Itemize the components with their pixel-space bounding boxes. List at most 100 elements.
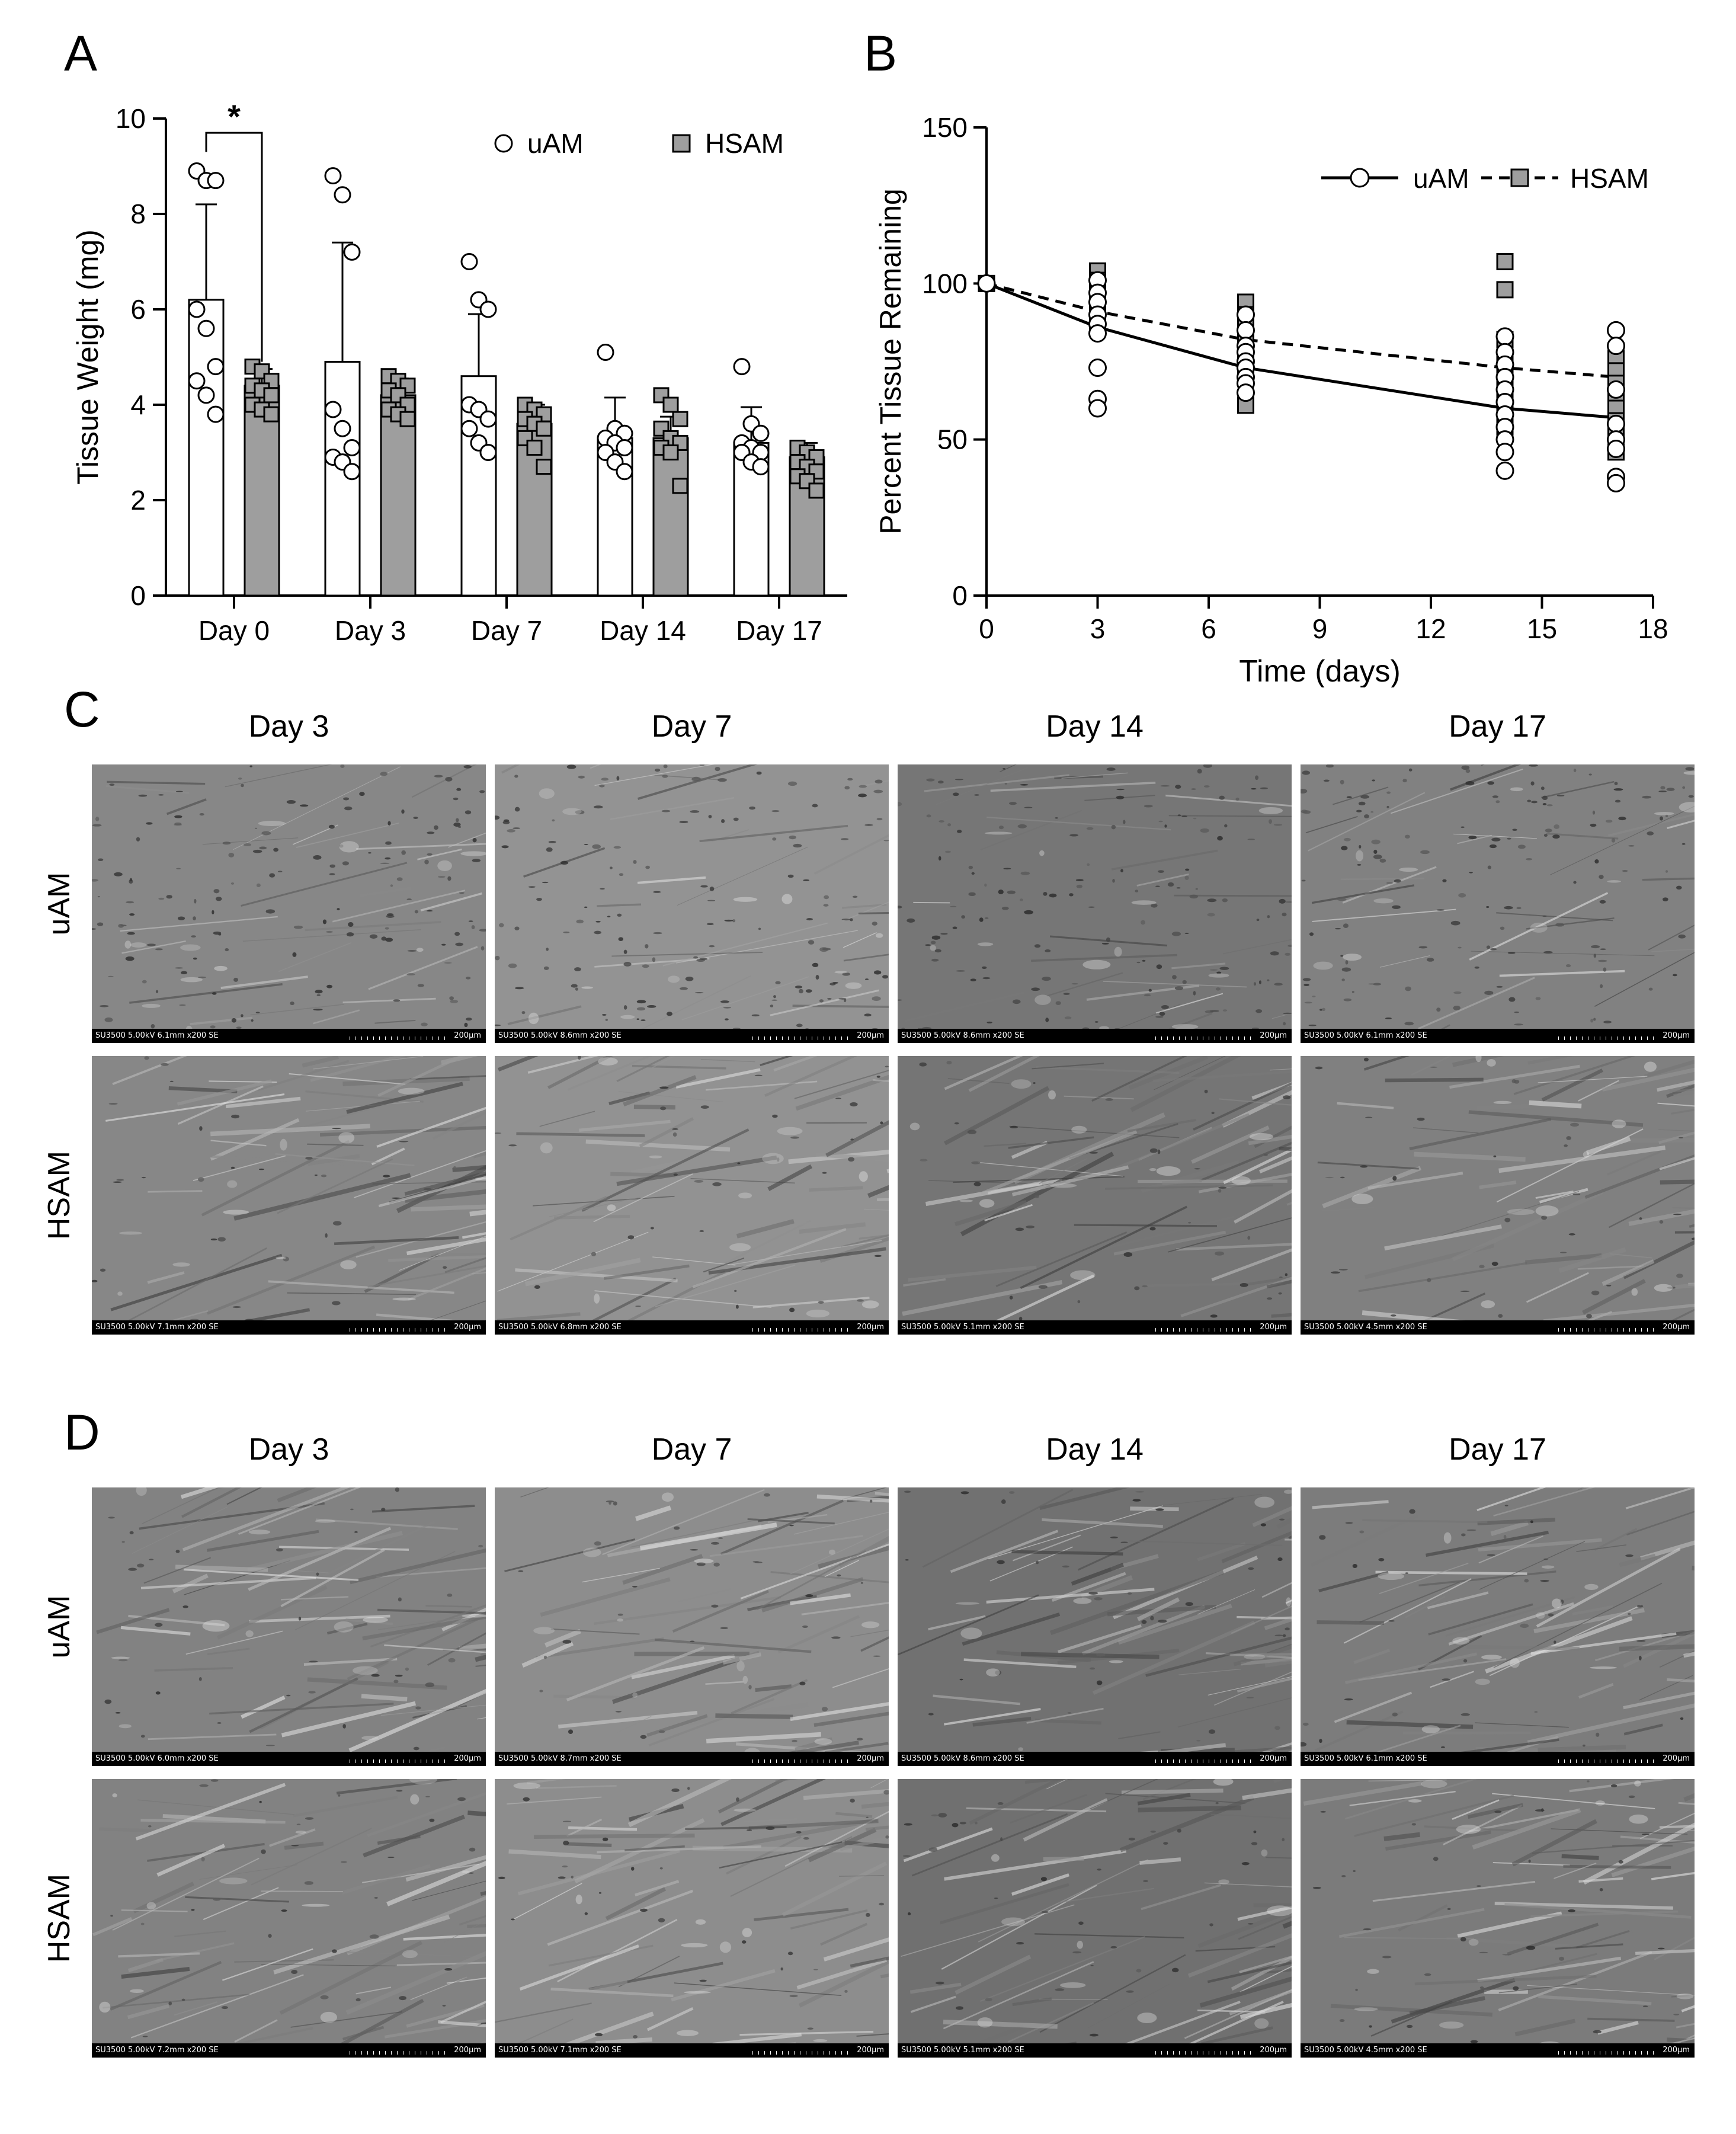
scale-bar-ticks bbox=[752, 1328, 853, 1332]
legend-label-uam: uAM bbox=[527, 128, 584, 159]
point-uam bbox=[1607, 414, 1625, 433]
scale-label: 200μm bbox=[1260, 1323, 1287, 1332]
sem-image: SU3500 5.00kV 6.1mm x200 SE 200μm bbox=[1301, 1487, 1695, 1766]
sem-image: SU3500 5.00kV 6.8mm x200 SE 200μm bbox=[495, 1056, 889, 1335]
sem-caption: SU3500 5.00kV 5.1mm x200 SE bbox=[901, 2046, 1024, 2055]
sem-info-bar: SU3500 5.00kV 5.1mm x200 SE 200μm bbox=[898, 2043, 1292, 2058]
x-tick-label-a: Day 7 bbox=[471, 615, 542, 646]
sem-image: SU3500 5.00kV 7.1mm x200 SE 200μm bbox=[92, 1056, 486, 1335]
point-uam bbox=[1237, 305, 1255, 324]
column-header-day-17: Day 17 bbox=[1449, 1432, 1546, 1467]
y-tick-label-a: 2 bbox=[130, 485, 146, 516]
scale-label: 200μm bbox=[857, 2046, 884, 2055]
significance-star: * bbox=[228, 98, 241, 135]
sem-info-bar: SU3500 5.00kV 4.5mm x200 SE 200μm bbox=[1301, 1320, 1695, 1335]
sem-caption: SU3500 5.00kV 8.6mm x200 SE bbox=[901, 1031, 1024, 1040]
point-uam bbox=[977, 274, 996, 293]
scale-bar-ticks bbox=[350, 1759, 450, 1763]
fit-line-uam bbox=[986, 282, 1616, 420]
point-uam bbox=[334, 186, 351, 204]
scale-label: 200μm bbox=[454, 1754, 481, 1763]
sem-image: SU3500 5.00kV 8.6mm x200 SE 200μm bbox=[898, 764, 1292, 1043]
point-uam bbox=[188, 300, 206, 318]
sem-image: SU3500 5.00kV 6.1mm x200 SE 200μm bbox=[92, 764, 486, 1043]
point-hsam bbox=[1496, 252, 1514, 270]
legend-marker-hsam bbox=[1510, 168, 1529, 187]
scale-bar-ticks bbox=[1155, 1328, 1256, 1332]
scale-label: 200μm bbox=[454, 1031, 481, 1040]
sem-image: SU3500 5.00kV 7.2mm x200 SE 200μm bbox=[92, 1779, 486, 2058]
panel-letter-d: D bbox=[64, 1404, 100, 1460]
y-axis-label-b: Percent Tissue Remaining bbox=[874, 188, 907, 535]
sem-image: SU3500 5.00kV 5.1mm x200 SE 200μm bbox=[898, 1779, 1292, 2058]
point-uam bbox=[334, 420, 351, 437]
point-uam bbox=[752, 424, 770, 442]
scale-label: 200μm bbox=[1260, 1754, 1287, 1763]
column-header-day-7: Day 7 bbox=[651, 1432, 732, 1467]
row-header-uam: uAM bbox=[42, 872, 76, 936]
bar-hsam bbox=[652, 437, 689, 597]
point-uam bbox=[1607, 321, 1625, 340]
scale-bar-ticks bbox=[350, 2051, 450, 2055]
column-header-day-3: Day 3 bbox=[248, 1432, 329, 1467]
point-uam bbox=[207, 358, 225, 376]
point-hsam bbox=[536, 420, 552, 437]
point-uam bbox=[460, 253, 478, 270]
legend-label-uam: uAM bbox=[1413, 163, 1469, 194]
sem-caption: SU3500 5.00kV 8.7mm x200 SE bbox=[498, 1754, 622, 1763]
sem-info-bar: SU3500 5.00kV 8.6mm x200 SE 200μm bbox=[495, 1029, 889, 1043]
sem-caption: SU3500 5.00kV 5.1mm x200 SE bbox=[901, 1323, 1024, 1332]
point-uam bbox=[324, 167, 342, 185]
sem-caption: SU3500 5.00kV 6.0mm x200 SE bbox=[95, 1754, 219, 1763]
point-uam bbox=[616, 463, 633, 481]
legend-marker-hsam bbox=[672, 134, 691, 153]
scale-bar-ticks bbox=[752, 1036, 853, 1040]
y-tick-label-b: 0 bbox=[952, 580, 968, 611]
x-axis-label-b: Time (days) bbox=[1239, 654, 1401, 687]
sem-info-bar: SU3500 5.00kV 8.6mm x200 SE 200μm bbox=[898, 1029, 1292, 1043]
x-tick-label-a: Day 14 bbox=[600, 615, 686, 646]
sem-caption: SU3500 5.00kV 7.1mm x200 SE bbox=[498, 2046, 622, 2055]
point-uam bbox=[324, 401, 342, 418]
sem-caption: SU3500 5.00kV 7.1mm x200 SE bbox=[95, 1323, 219, 1332]
point-hsam bbox=[399, 411, 416, 427]
scale-bar-ticks bbox=[1558, 1328, 1659, 1332]
y-tick-label-b: 100 bbox=[922, 268, 968, 299]
sem-info-bar: SU3500 5.00kV 4.5mm x200 SE 200μm bbox=[1301, 2043, 1695, 2058]
scale-label: 200μm bbox=[857, 1323, 884, 1332]
sem-info-bar: SU3500 5.00kV 5.1mm x200 SE 200μm bbox=[898, 1320, 1292, 1335]
x-tick-label-b: 9 bbox=[1312, 613, 1328, 644]
sem-info-bar: SU3500 5.00kV 6.1mm x200 SE 200μm bbox=[1301, 1752, 1695, 1766]
point-hsam bbox=[672, 478, 688, 494]
scale-label: 200μm bbox=[454, 1323, 481, 1332]
point-uam bbox=[197, 386, 215, 404]
legend-label-hsam: HSAM bbox=[705, 128, 784, 159]
point-hsam bbox=[808, 482, 825, 499]
scale-bar-ticks bbox=[1558, 2051, 1659, 2055]
point-uam bbox=[1088, 324, 1107, 343]
sem-image: SU3500 5.00kV 7.1mm x200 SE 200μm bbox=[495, 1779, 889, 2058]
point-uam bbox=[733, 358, 751, 376]
point-uam bbox=[343, 439, 361, 456]
scale-label: 200μm bbox=[1663, 1754, 1690, 1763]
sem-info-bar: SU3500 5.00kV 6.1mm x200 SE 200μm bbox=[1301, 1029, 1695, 1043]
sem-info-bar: SU3500 5.00kV 8.7mm x200 SE 200μm bbox=[495, 1752, 889, 1766]
x-tick-label-b: 18 bbox=[1638, 613, 1668, 644]
scale-label: 200μm bbox=[1663, 1323, 1690, 1332]
column-header-day-3: Day 3 bbox=[248, 709, 329, 744]
sem-image: SU3500 5.00kV 6.1mm x200 SE 200μm bbox=[1301, 764, 1695, 1043]
sem-caption: SU3500 5.00kV 6.1mm x200 SE bbox=[1304, 1754, 1427, 1763]
scale-label: 200μm bbox=[857, 1754, 884, 1763]
panel-letter-c: C bbox=[64, 682, 100, 737]
panel-letter-b: B bbox=[864, 25, 898, 81]
point-uam bbox=[1607, 439, 1625, 458]
sem-caption: SU3500 5.00kV 4.5mm x200 SE bbox=[1304, 1323, 1427, 1332]
sem-caption: SU3500 5.00kV 6.8mm x200 SE bbox=[498, 1323, 622, 1332]
point-uam bbox=[752, 458, 770, 476]
point-uam bbox=[1495, 327, 1514, 346]
point-hsam bbox=[1496, 281, 1514, 299]
point-uam bbox=[1607, 473, 1625, 492]
x-tick-label-a: Day 0 bbox=[198, 615, 270, 646]
bar-uam bbox=[188, 299, 225, 597]
sem-image: SU3500 5.00kV 4.5mm x200 SE 200μm bbox=[1301, 1056, 1695, 1335]
